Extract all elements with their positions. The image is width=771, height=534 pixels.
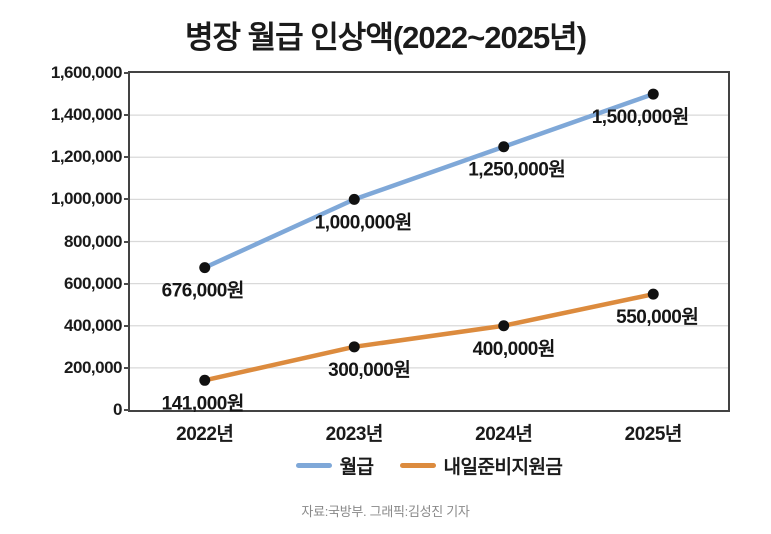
chart-title: 병장 월급 인상액(2022~2025년) xyxy=(184,20,587,55)
legend-item: 월급 xyxy=(295,452,374,479)
data-point-marker xyxy=(199,374,211,386)
y-tick-mark xyxy=(124,366,129,369)
data-point-marker xyxy=(199,262,211,274)
y-tick-mark xyxy=(124,409,129,411)
legend-swatch xyxy=(295,463,332,468)
y-tick-label: 1,200,000 xyxy=(50,147,123,167)
data-point-marker xyxy=(647,288,659,300)
y-tick-mark xyxy=(124,114,129,117)
x-axis-label: 2022년 xyxy=(176,424,234,445)
y-tick-mark xyxy=(124,240,129,243)
legend-label: 월급 xyxy=(339,457,374,478)
x-axis-label: 2024년 xyxy=(475,424,533,445)
plot-area: 676,000원 1,000,000원 1,250,000원 1,500,000원 14… xyxy=(128,71,730,412)
legend-swatch xyxy=(399,463,436,468)
data-point-label: 300,000원 xyxy=(328,359,410,381)
y-tick-label: 1,400,000 xyxy=(50,105,123,125)
y-tick-label: 0 xyxy=(113,400,122,419)
y-tick-mark xyxy=(124,324,129,327)
y-tick-label: 1,600,000 xyxy=(50,63,123,82)
series-line xyxy=(202,91,656,270)
data-point-label: 1,250,000원 xyxy=(468,159,565,181)
y-tick-label: 800,000 xyxy=(64,231,122,251)
data-point-label: 400,000원 xyxy=(473,338,555,360)
data-point-marker xyxy=(348,193,360,205)
y-tick-label: 1,000,000 xyxy=(50,189,123,209)
series-line xyxy=(202,291,656,383)
data-point-marker xyxy=(498,141,510,153)
legend: 월급 내일준비지원금 xyxy=(130,452,728,479)
data-point-label: 1,500,000원 xyxy=(592,106,689,128)
data-point-label: 550,000원 xyxy=(616,306,698,328)
source-credit: 자료:국방부. 그래픽:김성진 기자 xyxy=(301,504,470,519)
y-tick-label: 200,000 xyxy=(64,357,122,377)
y-tick-mark xyxy=(124,72,129,74)
y-tick-label: 600,000 xyxy=(64,273,122,293)
data-point-label: 1,000,000원 xyxy=(315,211,412,233)
legend-item: 내일준비지원금 xyxy=(399,452,563,479)
y-tick-label: 400,000 xyxy=(64,315,122,335)
legend-label: 내일준비지원금 xyxy=(443,457,563,478)
y-tick-mark xyxy=(124,198,129,201)
data-point-label: 141,000원 xyxy=(162,392,244,412)
y-tick-mark xyxy=(124,156,129,159)
data-point-marker xyxy=(498,320,510,332)
x-axis-label: 2023년 xyxy=(325,424,384,445)
data-point-marker xyxy=(647,88,659,100)
data-point-label: 676,000원 xyxy=(162,280,244,302)
data-point-marker xyxy=(348,341,360,353)
x-axis-label: 2025년 xyxy=(624,424,683,445)
y-tick-mark xyxy=(124,282,129,285)
